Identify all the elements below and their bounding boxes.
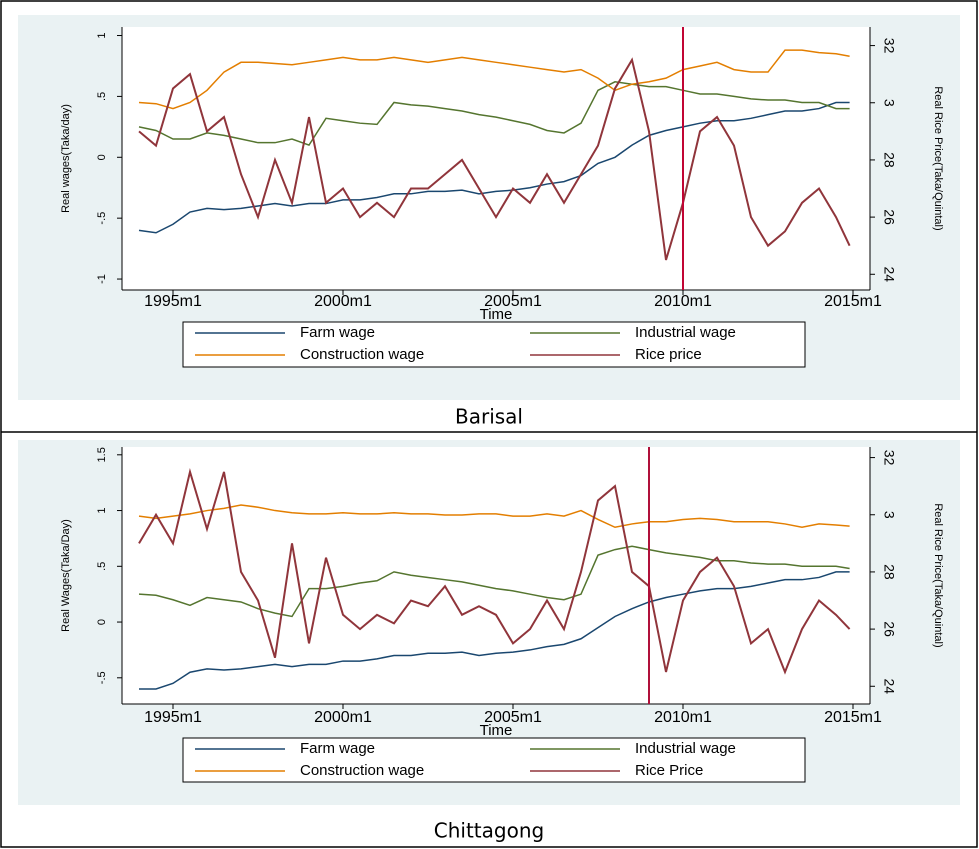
series-line (138, 49, 850, 110)
y-tick-label: 1 (96, 507, 108, 513)
y-axis-title: Real wages(Taka/day) (60, 104, 72, 213)
legend-label: Rice price (635, 346, 702, 363)
x-tick-label: 2015m1 (824, 709, 882, 726)
x-tick-label: 2000m1 (314, 293, 372, 310)
y2-tick-label: 26 (881, 209, 897, 225)
y2-tick-label: 24 (881, 266, 897, 282)
y-tick-label: 1.5 (96, 447, 108, 462)
series-line (138, 81, 850, 147)
y-tick-label: -1 (96, 274, 108, 284)
legend-label: Construction wage (300, 346, 424, 363)
x-tick-label: 1995m1 (144, 709, 202, 726)
x-tick-label: 2000m1 (314, 709, 372, 726)
y2-tick-label: 24 (881, 678, 897, 694)
legend-box (182, 321, 806, 368)
x-tick-label: 2015m1 (824, 293, 882, 310)
series-line (138, 101, 850, 234)
y2-axis-title: Real Rice Price(Taka/Quintal) (932, 86, 944, 230)
panel-caption: Barisal (455, 405, 523, 429)
y-tick-label: .5 (96, 562, 108, 571)
legend-label: Farm wage (300, 324, 375, 341)
legend-label: Industrial wage (635, 740, 736, 757)
x-tick-label: 2010m1 (654, 293, 712, 310)
y-tick-label: -.5 (96, 671, 108, 684)
x-tick-label: 2005m1 (484, 293, 542, 310)
y-tick-label: 0 (96, 619, 108, 625)
y-tick-label: -.5 (96, 212, 108, 225)
legend-label: Farm wage (300, 740, 375, 757)
plot-area (122, 447, 870, 704)
series-line (138, 545, 850, 618)
y2-tick-label: 32 (881, 450, 897, 466)
y-axis-title: Real Wages(Taka/Day) (60, 519, 72, 632)
y-tick-label: .5 (96, 92, 108, 101)
y2-tick-label: 3 (881, 511, 897, 519)
panel-caption: Chittagong (434, 819, 544, 843)
x-axis-title: Time (480, 722, 513, 739)
y2-tick-label: 26 (881, 621, 897, 637)
y-tick-label: 1 (96, 32, 108, 38)
legend-label: Rice Price (635, 762, 703, 779)
y2-tick-label: 32 (881, 38, 897, 54)
legend-label: Construction wage (300, 762, 424, 779)
legend-box (182, 737, 806, 783)
y-tick-label: 0 (96, 154, 108, 160)
x-tick-label: 2010m1 (654, 709, 712, 726)
y2-tick-label: 3 (881, 99, 897, 107)
y2-tick-label: 28 (881, 152, 897, 168)
y2-axis-title: Real Rice Price(Taka/Quintal) (932, 503, 944, 647)
x-axis-title: Time (480, 306, 513, 323)
x-tick-label: 1995m1 (144, 293, 202, 310)
series-line (138, 468, 851, 675)
y2-tick-label: 28 (881, 564, 897, 580)
legend-label: Industrial wage (635, 324, 736, 341)
series-line (138, 504, 850, 529)
series-line (138, 57, 851, 261)
x-tick-label: 2005m1 (484, 709, 542, 726)
